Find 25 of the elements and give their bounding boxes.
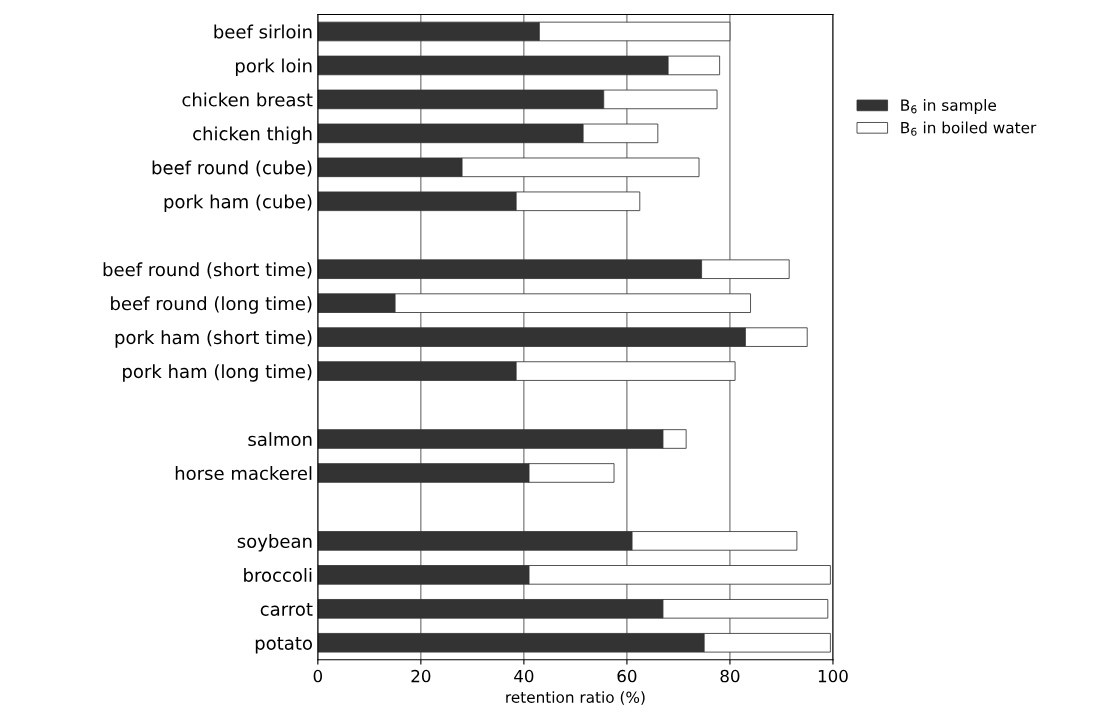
- y-tick-label: chicken thigh: [193, 126, 312, 144]
- y-tick-label: horse mackerel: [175, 466, 312, 481]
- x-axis-title: retention ratio (%): [506, 691, 645, 705]
- y-tick-label: salmon: [248, 432, 312, 447]
- y-tick-label: pork ham (long time): [123, 364, 312, 382]
- x-tick-label: 100: [818, 669, 848, 683]
- y-tick-label: beef round (cube): [152, 160, 312, 177]
- y-tick-label: potato: [255, 636, 312, 654]
- x-tick-label: 20: [411, 669, 431, 683]
- y-tick-label: beef sirloin: [214, 24, 312, 39]
- y-tick-label: chicken breast: [182, 92, 313, 107]
- legend-label: B$_{6}$ in boiled water: [901, 121, 1037, 136]
- y-tick-label: pork ham (short time): [115, 330, 312, 348]
- x-tick-label: 0: [313, 669, 323, 683]
- x-tick-label: 60: [617, 669, 637, 683]
- y-tick-label: beef round (long time): [111, 296, 312, 314]
- y-tick-label: carrot: [260, 602, 313, 616]
- y-tick-label: pork loin: [235, 58, 312, 77]
- x-tick-label: 40: [514, 669, 534, 683]
- y-tick-label: soybean: [237, 534, 312, 552]
- y-tick-label: beef round (short time): [103, 262, 312, 279]
- y-tick-label: broccoli: [244, 567, 312, 582]
- legend-label: B$_{6}$ in sample: [901, 99, 997, 114]
- x-tick-label: 80: [720, 669, 740, 683]
- y-tick-label: pork ham (cube): [164, 194, 312, 212]
